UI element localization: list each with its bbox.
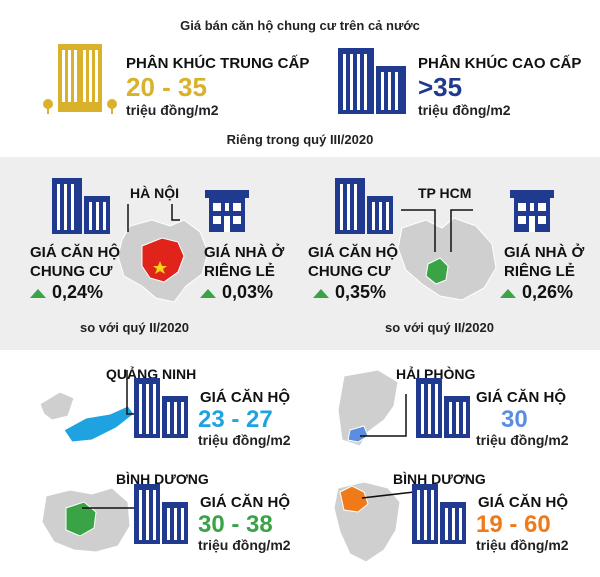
house-icon: [510, 190, 554, 232]
hanoi-apt-change-value: 0,24%: [52, 282, 104, 302]
hcm-title: TP HCM: [418, 185, 472, 201]
province-4-label: GIÁ CĂN HỘ: [478, 494, 568, 511]
province-2-label: GIÁ CĂN HỘ: [476, 389, 566, 406]
hcm-apt-change-value: 0,35%: [335, 282, 387, 302]
high-segment-unit: triệu đồng/m2: [418, 102, 511, 118]
apartment-building-icon: [134, 378, 188, 438]
hanoi-house-label-1: GIÁ NHÀ Ở: [204, 244, 285, 261]
province-3-label: GIÁ CĂN HỘ: [200, 494, 290, 511]
province-2-name: HẢI PHÒNG: [396, 366, 476, 382]
up-arrow-icon: [500, 288, 516, 298]
hanoi-note: so với quý II/2020: [80, 320, 189, 335]
apartment-building-icon: [52, 178, 110, 234]
hcm-leader-lines: [401, 209, 473, 252]
gold-building-icon: [43, 44, 117, 114]
hanoi-leader-lines: [127, 204, 180, 232]
hanoi-house-change: 0,03%: [200, 282, 273, 303]
apartment-building-icon: [134, 484, 188, 544]
apartment-building-icon: [416, 378, 470, 438]
hcm-house-label-1: GIÁ NHÀ Ở: [504, 244, 585, 261]
up-arrow-icon: [200, 288, 216, 298]
quarter-band: [0, 157, 600, 350]
navy-building-icon: [338, 48, 406, 114]
quarter-title: Riêng trong quý III/2020: [226, 132, 374, 147]
hanoi-apt-change: 0,24%: [30, 282, 103, 303]
hanoi-apt-label-1: GIÁ CĂN HỘ: [30, 244, 120, 261]
province-4-unit: triệu đồng/m2: [476, 537, 569, 553]
mid-segment-value: 20 - 35: [126, 72, 207, 102]
apartment-building-icon: [335, 178, 393, 234]
hanoi-apt-label-2: CHUNG CƯ: [30, 263, 113, 280]
hcm-apt-label-1: GIÁ CĂN HỘ: [308, 244, 398, 261]
up-arrow-icon: [313, 288, 329, 298]
province-1-label: GIÁ CĂN HỘ: [200, 389, 290, 406]
binh-duong-orange-map: [333, 481, 401, 563]
hanoi-house-label-2: RIÊNG LẺ: [204, 263, 275, 280]
page-title: Giá bán căn hộ chung cư trên cả nước: [180, 18, 420, 33]
hcm-house-change-value: 0,26%: [522, 282, 574, 302]
province-3-unit: triệu đồng/m2: [198, 537, 291, 553]
house-icon: [205, 190, 249, 232]
province-4-price: 19 - 60: [476, 511, 551, 538]
province-2-unit: triệu đồng/m2: [476, 432, 569, 448]
hai-phong-leader: [360, 394, 407, 437]
hanoi-title: HÀ NỘI: [130, 185, 179, 201]
hai-phong-map: [337, 369, 399, 447]
hanoi-house-change-value: 0,03%: [222, 282, 274, 302]
province-1-price: 23 - 27: [198, 406, 273, 433]
up-arrow-icon: [30, 288, 46, 298]
binh-duong-orange-leader: [361, 491, 415, 499]
quang-ninh-map: [39, 391, 135, 443]
province-3-name: BÌNH DƯƠNG: [116, 471, 209, 487]
province-3-price: 30 - 38: [198, 511, 273, 538]
province-4-name: BÌNH DƯƠNG: [393, 471, 486, 487]
hcm-apt-change: 0,35%: [313, 282, 386, 303]
binh-duong-map: [41, 487, 131, 553]
hcm-house-label-2: RIÊNG LẺ: [504, 263, 575, 280]
province-1-name: QUẢNG NINH: [106, 366, 197, 382]
binh-duong-leader: [82, 507, 134, 509]
high-segment-value: >35: [418, 72, 463, 102]
high-segment-label: PHÂN KHÚC CAO CẤP: [418, 55, 582, 72]
mid-segment-label: PHÂN KHÚC TRUNG CẤP: [126, 55, 310, 72]
hcm-map: [397, 217, 497, 301]
apartment-building-icon: [412, 484, 466, 544]
mid-segment-unit: triệu đồng/m2: [126, 102, 219, 118]
province-2-price: 30: [501, 406, 528, 433]
hcm-apt-label-2: CHUNG CƯ: [308, 263, 391, 280]
province-1-unit: triệu đồng/m2: [198, 432, 291, 448]
hcm-note: so với quý II/2020: [385, 320, 494, 335]
hcm-house-change: 0,26%: [500, 282, 573, 303]
hanoi-map: [117, 219, 209, 303]
